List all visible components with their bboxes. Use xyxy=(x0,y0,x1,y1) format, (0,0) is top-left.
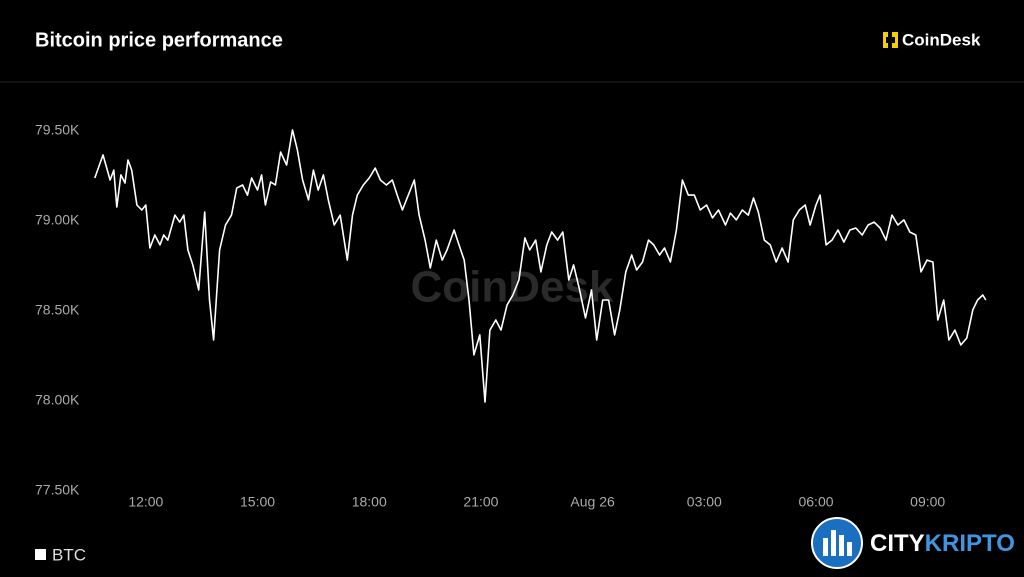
y-tick-label: 77.50K xyxy=(35,482,80,498)
chart-title: Bitcoin price performance xyxy=(35,29,283,51)
x-tick-label: 06:00 xyxy=(798,494,833,510)
x-tick-label: 09:00 xyxy=(910,494,945,510)
credit-logo: CITYKRIPTO xyxy=(811,517,1015,569)
plot-area: 77.50K 78.00K 78.50K 79.00K 79.50K 12:00 15:00… xyxy=(35,122,987,510)
brand-logo: CoinDesk xyxy=(883,30,981,49)
watermark: CoinDesk xyxy=(411,263,614,312)
y-tick-label: 78.00K xyxy=(35,392,80,408)
x-tick-label: Aug 26 xyxy=(570,494,615,510)
x-tick-label: 21:00 xyxy=(463,494,498,510)
y-tick-label: 78.50K xyxy=(35,302,80,318)
x-tick-label: 15:00 xyxy=(240,494,275,510)
credit-part: CITY xyxy=(870,530,925,557)
legend-swatch xyxy=(35,549,46,560)
x-tick-label: 03:00 xyxy=(687,494,722,510)
brand: CoinDesk xyxy=(902,30,981,49)
x-tick-label: 18:00 xyxy=(352,494,387,510)
legend-label: BTC xyxy=(52,545,86,564)
price-line xyxy=(94,129,987,403)
y-tick-label: 79.00K xyxy=(35,212,80,228)
credit-part: KRIPTO xyxy=(925,530,1015,557)
credit: CITYKRIPTO xyxy=(870,530,1015,557)
y-tick-label: 79.50K xyxy=(35,122,80,138)
x-tick-label: 12:00 xyxy=(128,494,163,510)
